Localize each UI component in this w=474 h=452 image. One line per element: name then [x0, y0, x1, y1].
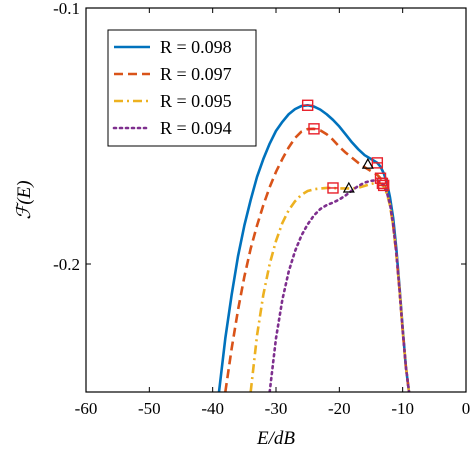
square-marker-3: [371, 157, 384, 169]
square-marker-2: [327, 182, 339, 194]
y-tick-label-1: -0.1: [53, 0, 80, 18]
square-marker-1: [308, 123, 320, 135]
series-line-3: [268, 178, 411, 392]
legend-box: [107, 29, 257, 147]
triangle-marker-0: [361, 157, 374, 169]
triangle-marker-1: [342, 181, 355, 193]
square-marker-6: [377, 179, 390, 192]
x-tick-label-0: -60: [75, 399, 98, 418]
y-tick-label-0: -0.2: [53, 255, 80, 274]
legend-label-3: R = 0.094: [160, 118, 232, 138]
x-tick-label-2: -40: [201, 399, 224, 418]
axes: -60 -50 -40 -30 -20 -10 0 -0.2 -0.1 E/dB ℱ(E): [14, 0, 470, 449]
x-tick-label-6: 0: [462, 399, 471, 418]
x-tick-label-1: -50: [138, 399, 161, 418]
legend-label-0: R = 0.098: [160, 37, 232, 57]
legend-label-2: R = 0.095: [160, 91, 232, 111]
legend: R = 0.098 R = 0.097 R = 0.095 R = 0.094: [107, 29, 257, 147]
x-tick-label-3: -30: [265, 399, 288, 418]
series-line-0: [217, 103, 411, 392]
x-tick-label-4: -20: [328, 399, 351, 418]
y-axis-label: ℱ(E): [14, 180, 35, 219]
x-axis-label: E/dB: [256, 428, 295, 449]
x-tick-label-5: -10: [391, 399, 414, 418]
plot-area: [217, 99, 411, 392]
legend-label-1: R = 0.097: [160, 64, 232, 84]
square-marker-0: [301, 99, 314, 111]
